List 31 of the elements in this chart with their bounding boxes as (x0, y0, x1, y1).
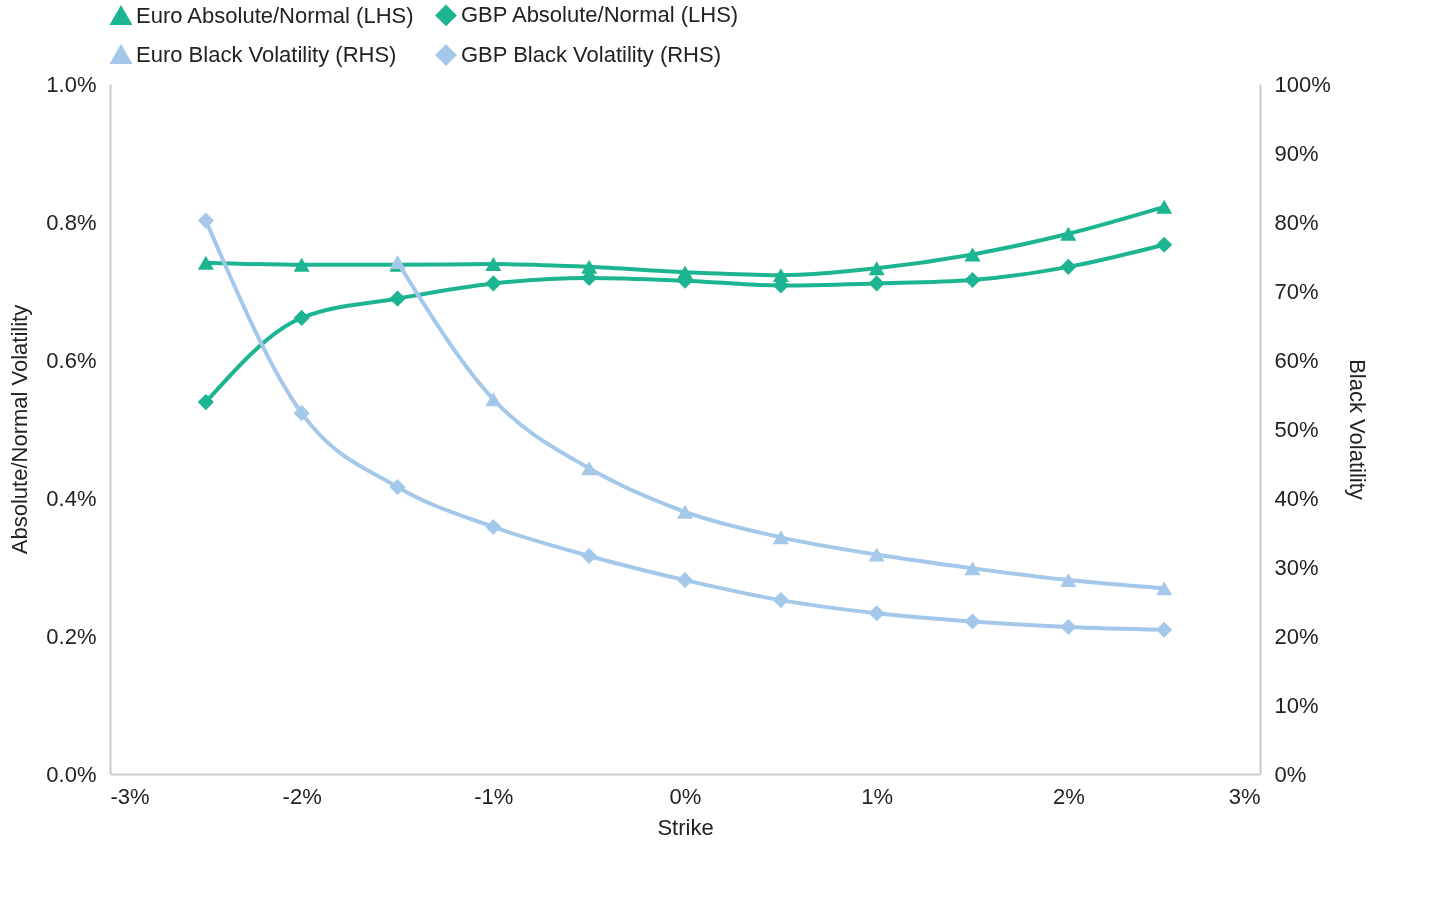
y-tick-label: 1.0% (46, 71, 97, 97)
y-axis-title: Absolute/Normal Volatility (7, 304, 33, 555)
x-tick-label: 0% (669, 783, 702, 809)
x-tick-label: -2% (282, 783, 322, 809)
legend-label: GBP Absolute/Normal (LHS) (461, 2, 739, 28)
y2-tick-label: 80% (1274, 209, 1319, 235)
y2-tick-label: 10% (1274, 692, 1319, 718)
y2-axis-title: Black Volatility (1344, 359, 1370, 500)
y-tick-label: 0.8% (46, 209, 97, 235)
y2-tick-label: 100% (1274, 71, 1331, 97)
y-tick-label: 0.6% (46, 347, 97, 373)
x-tick-label: 3% (1228, 783, 1261, 809)
legend-label: Euro Black Volatility (RHS) (136, 42, 397, 67)
y2-tick-label: 20% (1274, 623, 1319, 649)
y2-tick-label: 30% (1274, 554, 1319, 580)
y2-tick-label: 90% (1274, 140, 1319, 166)
y2-tick-label: 50% (1274, 416, 1319, 442)
x-tick-label: 2% (1052, 783, 1085, 809)
y2-tick-label: 0% (1274, 761, 1307, 787)
legend-label: Euro Absolute/Normal (LHS) (136, 3, 414, 29)
x-tick-label: -3% (110, 783, 150, 809)
legend-label: GBP Black Volatility (RHS) (461, 42, 722, 67)
x-tick-label: -1% (474, 783, 514, 809)
y2-tick-label: 60% (1274, 347, 1319, 373)
x-tick-label: 1% (861, 783, 894, 809)
y2-tick-label: 70% (1274, 278, 1319, 304)
y-tick-label: 0.2% (46, 623, 97, 649)
y2-tick-label: 40% (1274, 485, 1319, 511)
y-tick-label: 0.0% (46, 761, 97, 787)
x-axis-title: Strike (657, 814, 714, 840)
y-tick-label: 0.4% (46, 485, 97, 511)
